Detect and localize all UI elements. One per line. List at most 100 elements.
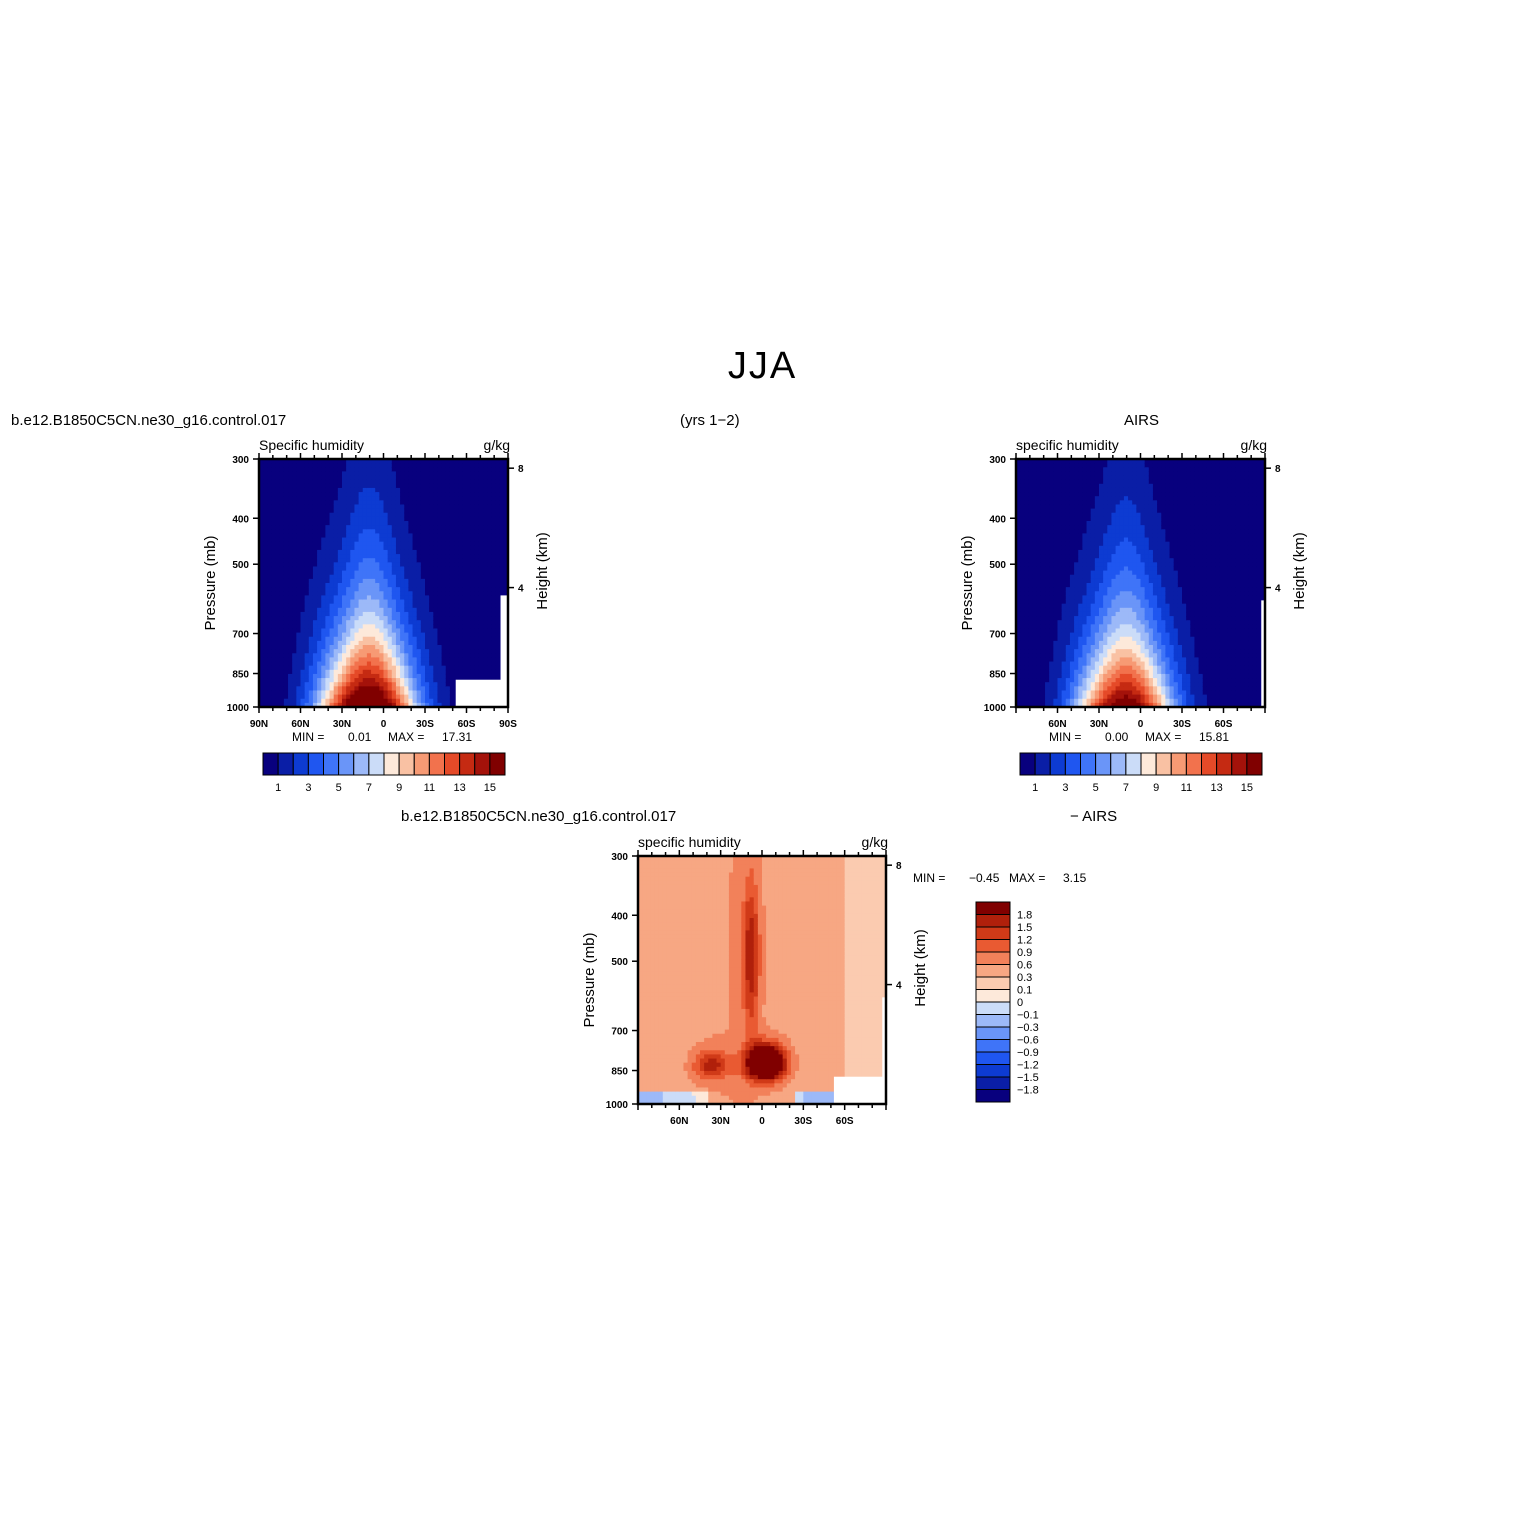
model-right-tick-label: 8 — [518, 464, 524, 475]
diff-colorbar-swatch — [975, 989, 1011, 1003]
diff-y-tick-label: 1000 — [606, 1100, 629, 1111]
diff-colorbar-swatch — [975, 1064, 1011, 1078]
obs-y-tick-label: 500 — [989, 560, 1006, 571]
diff-colorbar-swatch — [975, 1001, 1011, 1015]
obs-case-label: AIRS — [1124, 412, 1160, 429]
page-title: JJA — [727, 345, 798, 387]
model-max-value: 17.31 — [442, 730, 472, 744]
model-colorbar-swatch — [489, 752, 506, 776]
obs-y-tick-label: 850 — [989, 670, 1006, 681]
model-colorbar-swatch — [459, 752, 476, 776]
diff-x-tick-label: 30S — [794, 1116, 812, 1127]
diff-case-label-right: − AIRS — [1070, 808, 1118, 825]
model-colorbar-swatch — [353, 752, 370, 776]
diff-y-tick-label: 400 — [611, 911, 628, 922]
model-colorbar-label: 5 — [336, 782, 342, 794]
obs-right-tick-label: 8 — [1275, 464, 1281, 475]
model-colorbar-swatch — [383, 752, 400, 776]
obs-x-tick-label: 30N — [1090, 719, 1108, 730]
diff-missing-mask — [882, 997, 886, 1104]
model-colorbar-label: 15 — [484, 782, 496, 794]
obs-colorbar-swatch — [1170, 752, 1187, 776]
model-min-value: 0.01 — [348, 730, 372, 744]
model-colorbar-label: 9 — [396, 782, 402, 794]
diff-x-tick-label: 60S — [836, 1116, 854, 1127]
model-x-tick-label: 90N — [250, 719, 268, 730]
diff-right-tick-label: 4 — [896, 981, 902, 992]
years-subtitle: (yrs 1−2) — [680, 412, 740, 429]
obs-min-value: 0.00 — [1105, 730, 1129, 744]
diff-colorbar-label: −0.9 — [1017, 1047, 1039, 1059]
diff-y-tick-label: 700 — [611, 1027, 628, 1038]
model-colorbar-swatch — [428, 752, 445, 776]
obs-colorbar-label: 1 — [1032, 782, 1038, 794]
diff-colorbar-swatch — [975, 1051, 1011, 1065]
obs-missing-mask — [1261, 600, 1265, 707]
diff-colorbar-label: 1.2 — [1017, 935, 1032, 947]
diff-colorbar-swatch — [975, 926, 1011, 940]
model-x-tick-label: 60S — [458, 719, 476, 730]
obs-colorbar-label: 15 — [1241, 782, 1253, 794]
diff-max-label: MAX = — [1009, 871, 1045, 885]
diff-colorbar-swatch — [975, 914, 1011, 928]
obs-colorbar-swatch — [1125, 752, 1142, 776]
diff-y-tick-label: 300 — [611, 852, 628, 863]
model-colorbar-label: 7 — [366, 782, 372, 794]
diff-colorbar-label: 0.6 — [1017, 960, 1032, 972]
obs-colorbar-label: 7 — [1123, 782, 1129, 794]
obs-colorbar-label: 13 — [1211, 782, 1223, 794]
diff-y-tick-label: 850 — [611, 1067, 628, 1078]
model-x-tick-label: 30S — [416, 719, 434, 730]
diff-colorbar-swatch — [975, 1026, 1011, 1040]
model-colorbar-swatch — [292, 752, 309, 776]
model-colorbar-swatch — [368, 752, 385, 776]
diff-right-tick-label: 8 — [896, 861, 902, 872]
diff-colorbar-label: −1.5 — [1017, 1072, 1039, 1084]
diff-y-tick-label: 500 — [611, 957, 628, 968]
obs-colorbar-swatch — [1201, 752, 1218, 776]
diff-colorbar-label: 0.9 — [1017, 947, 1032, 959]
model-x-tick-label: 60N — [291, 719, 309, 730]
obs-x-tick-label: 60S — [1215, 719, 1233, 730]
model-right-axis-label: Height (km) — [534, 532, 551, 610]
model-colorbar-swatch — [277, 752, 294, 776]
diff-colorbar-swatch — [975, 1089, 1011, 1103]
obs-colorbar-swatch — [1095, 752, 1112, 776]
model-min-label: MIN = — [292, 730, 324, 744]
model-colorbar-swatch — [398, 752, 415, 776]
model-units-label: g/kg — [484, 437, 510, 453]
obs-colorbar-swatch — [1216, 752, 1233, 776]
diff-field — [638, 856, 887, 1105]
model-colorbar-swatch — [307, 752, 324, 776]
model-y-tick-label: 500 — [232, 560, 249, 571]
diff-colorbar-label: 0.1 — [1017, 985, 1032, 997]
model-y-tick-label: 850 — [232, 670, 249, 681]
obs-variable-label: specific humidity — [1016, 437, 1119, 453]
model-field — [259, 459, 509, 708]
obs-colorbar-swatch — [1110, 752, 1127, 776]
diff-x-tick-label: 60N — [670, 1116, 688, 1127]
model-colorbar-swatch — [474, 752, 491, 776]
model-variable-label: Specific humidity — [259, 437, 364, 453]
model-y-tick-label: 400 — [232, 514, 249, 525]
diff-min-label: MIN = — [913, 871, 945, 885]
diff-min-value: −0.45 — [969, 871, 1000, 885]
model-colorbar-swatch — [338, 752, 355, 776]
obs-y-tick-label: 700 — [989, 630, 1006, 641]
model-colorbar-label: 1 — [275, 782, 281, 794]
diff-colorbar-label: −1.2 — [1017, 1060, 1039, 1072]
obs-y-tick-label: 300 — [989, 455, 1006, 466]
diff-colorbar-swatch — [975, 901, 1011, 915]
model-y-axis-label: Pressure (mb) — [202, 535, 219, 630]
diff-colorbar-label: 0 — [1017, 997, 1023, 1009]
obs-y-tick-label: 1000 — [984, 703, 1007, 714]
obs-max-label: MAX = — [1145, 730, 1181, 744]
obs-colorbar-label: 11 — [1181, 782, 1192, 794]
diff-variable-label: specific humidity — [638, 834, 741, 850]
model-colorbar-swatch — [444, 752, 461, 776]
diff-colorbar-label: −0.1 — [1017, 1010, 1039, 1022]
obs-y-axis-label: Pressure (mb) — [959, 535, 976, 630]
diff-colorbar-swatch — [975, 976, 1011, 990]
diff-colorbar-swatch — [975, 1014, 1011, 1028]
obs-colorbar-swatch — [1140, 752, 1157, 776]
